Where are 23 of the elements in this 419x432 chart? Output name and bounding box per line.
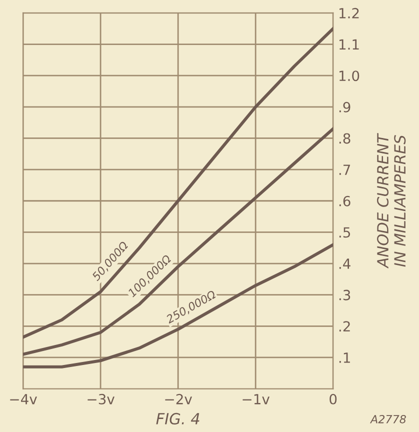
- y-tick-label: 1.2: [339, 8, 359, 18]
- x-tick-label: 0: [330, 394, 337, 404]
- x-axis-title: FIG. 4: [156, 412, 200, 424]
- y-tick-label: .7: [339, 164, 350, 175]
- line-series: [23, 27, 334, 339]
- y-tick-label: 1.1: [339, 39, 359, 50]
- y-tick-label: .5: [339, 227, 350, 238]
- y-axis-title: ANODE CURRENT IN MILLIAMPERES: [376, 133, 406, 269]
- line-series: [23, 243, 334, 368]
- line-series: [23, 127, 334, 356]
- x-tick-label: −3v: [88, 394, 114, 404]
- x-tick-label: −1v: [242, 394, 270, 404]
- y-tick-label: .8: [339, 133, 350, 144]
- y-tick-label: 1.0: [339, 70, 360, 82]
- y-tick-label: .3: [339, 290, 350, 300]
- text: A2778: [370, 414, 406, 424]
- y-tick-label: .4: [339, 258, 350, 269]
- x-tick-label: −2v: [165, 394, 192, 404]
- y-tick-label: .2: [339, 321, 350, 332]
- y-tick-label: .1: [339, 352, 350, 363]
- x-tick-label: −4v: [10, 394, 37, 404]
- y-tick-label: .6: [339, 196, 350, 206]
- y-tick-label: .9: [339, 102, 350, 112]
